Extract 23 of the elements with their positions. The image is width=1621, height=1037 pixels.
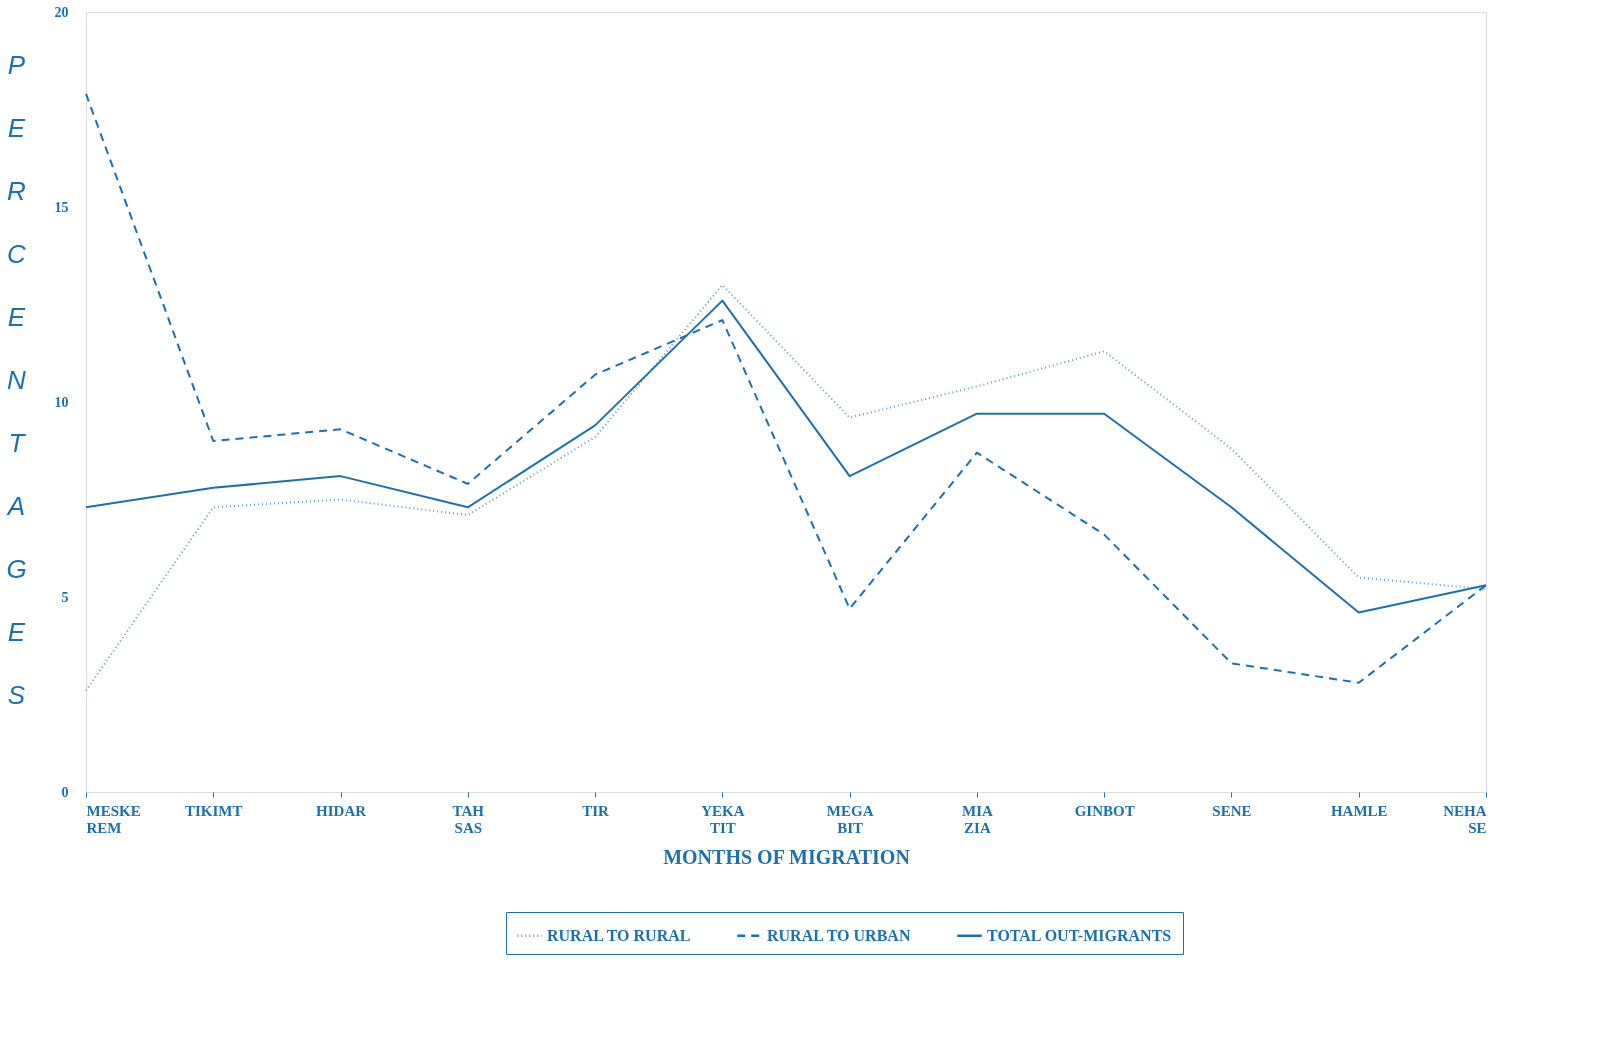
x-tick-label: MIA ZIA xyxy=(962,802,993,836)
legend-label: RURAL TO URBAN xyxy=(767,926,911,944)
x-tick-label: TIKIMT xyxy=(185,802,243,819)
y-tick-label: 10 xyxy=(54,394,69,410)
y-tick-label: 15 xyxy=(54,199,69,215)
x-tick-label: GINBOT xyxy=(1074,802,1135,819)
x-tick-label: SENE xyxy=(1212,802,1252,819)
x-tick-label: TIR xyxy=(582,802,610,819)
line-series xyxy=(85,284,1487,692)
y-tick-label: 5 xyxy=(61,589,69,605)
x-tick-label: MESKE REM xyxy=(86,802,141,836)
y-tick-label: 20 xyxy=(54,4,69,20)
x-tick-label: TAH SAS xyxy=(452,802,485,836)
x-tick-label: HAMLE xyxy=(1330,802,1388,819)
y-tick-label: 0 xyxy=(61,784,69,800)
x-axis-title: MONTHS OF MIGRATION xyxy=(663,845,911,868)
x-tick-label: YEKA TIT xyxy=(701,802,745,836)
text: PERCENTAGES xyxy=(6,49,27,710)
x-tick-label: MEGA BIT xyxy=(826,802,874,836)
legend-label: RURAL TO RURAL xyxy=(547,926,691,944)
x-tick-label: HIDAR xyxy=(316,802,367,819)
legend-label: TOTAL OUT-MIGRANTS xyxy=(987,926,1172,944)
x-tick-label: NEHA SE xyxy=(1443,802,1487,836)
